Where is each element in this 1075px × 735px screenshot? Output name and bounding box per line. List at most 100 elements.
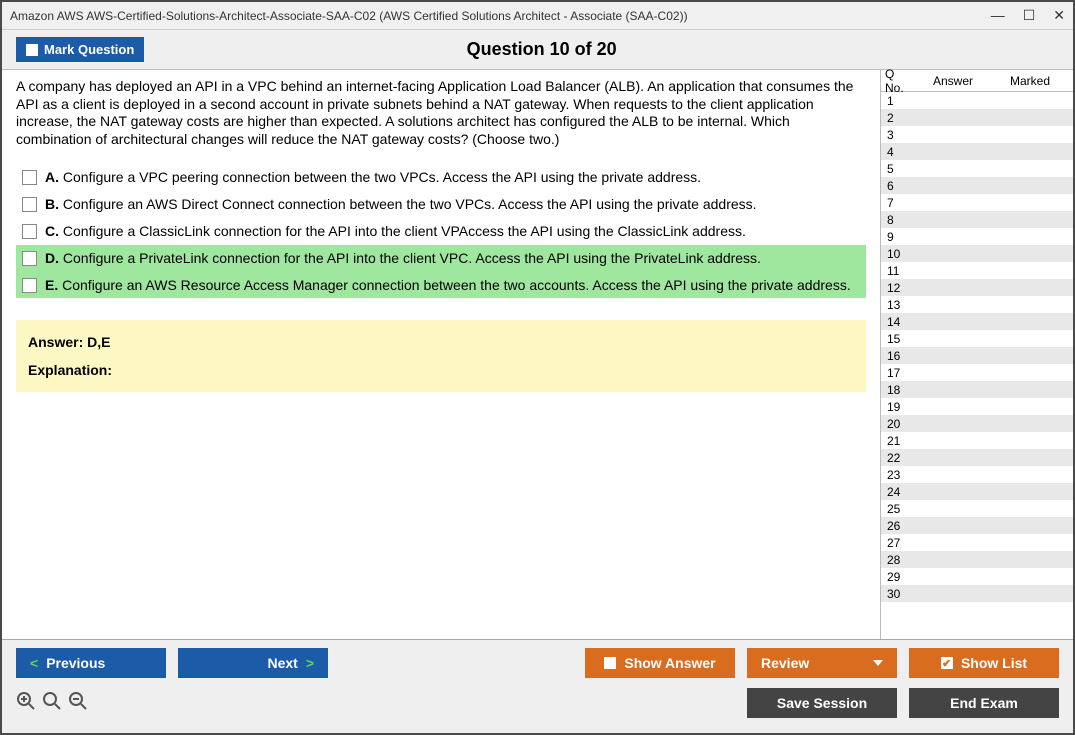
question-list-row[interactable]: 26 [881, 517, 1073, 534]
question-number-cell: 7 [881, 196, 919, 210]
maximize-icon[interactable]: ☐ [1023, 7, 1036, 24]
question-number-cell: 23 [881, 468, 919, 482]
question-list[interactable]: 1234567891011121314151617181920212223242… [881, 92, 1073, 639]
option-label: E. Configure an AWS Resource Access Mana… [45, 276, 851, 295]
explanation-label: Explanation: [28, 362, 854, 378]
question-number-cell: 6 [881, 179, 919, 193]
question-number-cell: 25 [881, 502, 919, 516]
question-list-row[interactable]: 8 [881, 211, 1073, 228]
body-row: A company has deployed an API in a VPC b… [2, 70, 1073, 639]
question-number-cell: 14 [881, 315, 919, 329]
question-number-cell: 9 [881, 230, 919, 244]
question-list-row[interactable]: 18 [881, 381, 1073, 398]
option-label: A. Configure a VPC peering connection be… [45, 168, 701, 187]
question-number-cell: 5 [881, 162, 919, 176]
footer: < Previous Next > Show Answer Review Sho… [2, 639, 1073, 733]
header-row: Mark Question Question 10 of 20 [2, 30, 1073, 70]
question-number-cell: 13 [881, 298, 919, 312]
question-list-row[interactable]: 7 [881, 194, 1073, 211]
option-label: C. Configure a ClassicLink connection fo… [45, 222, 746, 241]
previous-label: Previous [46, 655, 105, 671]
question-number-cell: 26 [881, 519, 919, 533]
close-icon[interactable]: ✕ [1053, 7, 1065, 24]
save-session-button[interactable]: Save Session [747, 688, 897, 718]
option-row[interactable]: C. Configure a ClassicLink connection fo… [16, 218, 866, 245]
question-number-cell: 28 [881, 553, 919, 567]
question-list-pane: Q No. Answer Marked 12345678910111213141… [880, 70, 1073, 639]
question-list-row[interactable]: 9 [881, 228, 1073, 245]
footer-row-1: < Previous Next > Show Answer Review Sho… [16, 648, 1059, 678]
question-number-cell: 20 [881, 417, 919, 431]
main-pane: A company has deployed an API in a VPC b… [2, 70, 880, 639]
question-list-row[interactable]: 20 [881, 415, 1073, 432]
next-button[interactable]: Next > [178, 648, 328, 678]
question-number-cell: 10 [881, 247, 919, 261]
end-exam-button[interactable]: End Exam [909, 688, 1059, 718]
zoom-out-icon[interactable] [68, 691, 88, 716]
question-list-row[interactable]: 17 [881, 364, 1073, 381]
question-number-cell: 4 [881, 145, 919, 159]
question-list-row[interactable]: 4 [881, 143, 1073, 160]
question-number-cell: 16 [881, 349, 919, 363]
footer-row-2: Save Session End Exam [16, 688, 1059, 718]
col-marked: Marked [987, 74, 1073, 88]
options-list: A. Configure a VPC peering connection be… [16, 164, 866, 298]
option-checkbox[interactable] [22, 224, 37, 239]
option-row[interactable]: A. Configure a VPC peering connection be… [16, 164, 866, 191]
question-list-row[interactable]: 27 [881, 534, 1073, 551]
question-list-row[interactable]: 24 [881, 483, 1073, 500]
zoom-in-icon[interactable] [16, 691, 36, 716]
question-list-row[interactable]: 22 [881, 449, 1073, 466]
question-list-row[interactable]: 29 [881, 568, 1073, 585]
option-checkbox[interactable] [22, 251, 37, 266]
question-list-row[interactable]: 23 [881, 466, 1073, 483]
option-row[interactable]: D. Configure a PrivateLink connection fo… [16, 245, 866, 272]
next-label: Next [267, 655, 297, 671]
question-number-cell: 30 [881, 587, 919, 601]
question-list-row[interactable]: 16 [881, 347, 1073, 364]
show-list-button[interactable]: Show List [909, 648, 1059, 678]
question-text: A company has deployed an API in a VPC b… [16, 78, 866, 148]
option-checkbox[interactable] [22, 197, 37, 212]
question-list-row[interactable]: 30 [881, 585, 1073, 602]
question-list-row[interactable]: 1 [881, 92, 1073, 109]
previous-button[interactable]: < Previous [16, 648, 166, 678]
answer-box: Answer: D,E Explanation: [16, 320, 866, 392]
question-number-cell: 19 [881, 400, 919, 414]
app-window: Amazon AWS AWS-Certified-Solutions-Archi… [0, 0, 1075, 735]
question-list-row[interactable]: 21 [881, 432, 1073, 449]
question-list-row[interactable]: 13 [881, 296, 1073, 313]
question-number-cell: 18 [881, 383, 919, 397]
show-answer-button[interactable]: Show Answer [585, 648, 735, 678]
question-list-row[interactable]: 19 [881, 398, 1073, 415]
question-number-cell: 21 [881, 434, 919, 448]
option-checkbox[interactable] [22, 170, 37, 185]
chevron-right-icon: > [306, 655, 314, 671]
question-list-row[interactable]: 15 [881, 330, 1073, 347]
option-row[interactable]: E. Configure an AWS Resource Access Mana… [16, 272, 866, 299]
question-number-cell: 8 [881, 213, 919, 227]
col-answer: Answer [919, 74, 987, 88]
question-list-row[interactable]: 3 [881, 126, 1073, 143]
question-list-row[interactable]: 2 [881, 109, 1073, 126]
question-number-cell: 1 [881, 94, 919, 108]
review-button[interactable]: Review [747, 648, 897, 678]
review-label: Review [761, 655, 809, 671]
question-list-row[interactable]: 6 [881, 177, 1073, 194]
minimize-icon[interactable]: — [991, 7, 1005, 24]
zoom-reset-icon[interactable] [42, 691, 62, 716]
question-list-row[interactable]: 28 [881, 551, 1073, 568]
option-checkbox[interactable] [22, 278, 37, 293]
question-number-cell: 15 [881, 332, 919, 346]
question-list-row[interactable]: 14 [881, 313, 1073, 330]
show-list-checkbox-icon [941, 657, 953, 669]
question-list-row[interactable]: 12 [881, 279, 1073, 296]
question-list-row[interactable]: 25 [881, 500, 1073, 517]
show-answer-checkbox-icon [604, 657, 616, 669]
question-list-row[interactable]: 5 [881, 160, 1073, 177]
question-list-row[interactable]: 10 [881, 245, 1073, 262]
chevron-left-icon: < [30, 655, 38, 671]
question-counter: Question 10 of 20 [24, 39, 1059, 60]
option-row[interactable]: B. Configure an AWS Direct Connect conne… [16, 191, 866, 218]
question-list-row[interactable]: 11 [881, 262, 1073, 279]
